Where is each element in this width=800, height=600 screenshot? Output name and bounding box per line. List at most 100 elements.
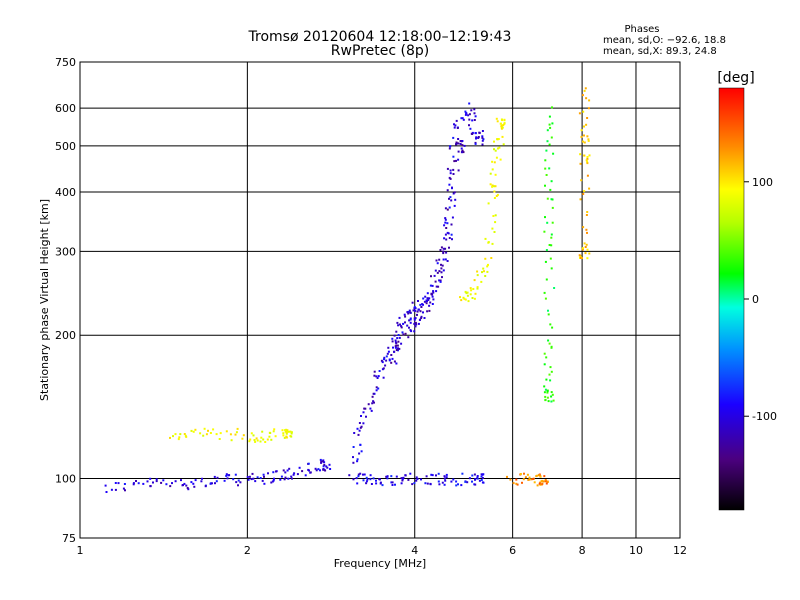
data-point	[455, 119, 458, 122]
data-point	[397, 334, 400, 336]
data-point	[446, 260, 449, 262]
data-point	[236, 427, 239, 430]
data-point	[532, 477, 535, 480]
data-point	[216, 476, 219, 479]
data-point	[549, 323, 552, 326]
data-point	[353, 432, 356, 434]
data-point	[448, 246, 450, 249]
data-point	[581, 248, 584, 251]
data-point	[494, 185, 497, 188]
data-point	[392, 346, 394, 349]
data-point	[434, 269, 437, 272]
data-point	[487, 202, 490, 205]
data-point	[544, 167, 547, 170]
data-point	[404, 315, 407, 318]
data-point	[546, 140, 549, 143]
data-point	[408, 309, 411, 312]
data-point	[434, 280, 437, 283]
data-point	[211, 482, 213, 485]
data-point	[169, 485, 172, 488]
data-point	[419, 303, 422, 306]
data-point	[464, 290, 467, 293]
data-point	[290, 431, 293, 434]
data-point	[448, 147, 451, 150]
data-point	[413, 330, 416, 333]
data-point	[544, 388, 547, 391]
data-point	[490, 257, 493, 259]
data-point	[251, 472, 254, 475]
data-point	[117, 482, 120, 485]
data-point	[500, 127, 503, 130]
data-points	[104, 87, 591, 493]
data-point	[549, 188, 552, 191]
data-point	[471, 480, 473, 483]
data-point	[443, 477, 446, 480]
data-point	[455, 141, 458, 144]
y-tick-label: 400	[55, 186, 76, 199]
data-point	[381, 368, 384, 371]
data-point	[360, 450, 363, 453]
chart-title: Tromsø 20120604 12:18:00–12:19:43	[248, 29, 512, 45]
data-point	[445, 476, 448, 479]
data-point	[393, 350, 395, 353]
data-point	[190, 481, 193, 484]
data-point	[431, 474, 434, 477]
data-point	[298, 466, 301, 469]
data-point	[375, 375, 378, 378]
data-point	[262, 438, 265, 441]
data-point	[473, 473, 476, 476]
data-point	[455, 484, 458, 487]
data-point	[426, 292, 429, 295]
data-point	[226, 477, 229, 480]
data-point	[105, 491, 108, 493]
data-point	[179, 433, 182, 436]
data-point	[478, 131, 481, 134]
data-point	[362, 411, 365, 414]
data-point	[459, 296, 461, 299]
data-point	[362, 479, 365, 482]
data-point	[481, 136, 484, 139]
data-point	[549, 126, 552, 129]
data-point	[461, 140, 464, 142]
data-point	[359, 426, 362, 429]
data-point	[550, 244, 553, 247]
data-point	[461, 472, 464, 475]
data-point	[387, 350, 390, 353]
data-point	[550, 233, 553, 236]
data-point	[356, 458, 359, 461]
data-point	[292, 473, 295, 476]
data-point	[549, 366, 552, 369]
data-point	[290, 432, 293, 435]
data-point	[521, 481, 523, 484]
data-point	[328, 463, 331, 466]
data-point	[586, 211, 589, 213]
data-point	[413, 306, 416, 308]
data-point	[365, 480, 368, 483]
data-point	[499, 158, 502, 161]
data-point	[582, 193, 585, 195]
data-point	[256, 476, 259, 479]
data-point	[414, 307, 417, 310]
data-point	[416, 310, 419, 313]
data-point	[587, 107, 590, 110]
data-point	[407, 478, 410, 481]
data-point	[270, 438, 273, 441]
data-point	[460, 299, 463, 302]
data-point	[444, 247, 447, 250]
data-point	[230, 439, 233, 442]
data-point	[495, 156, 498, 159]
data-point	[409, 317, 412, 320]
data-point	[137, 482, 140, 485]
data-point	[536, 474, 539, 477]
data-point	[390, 481, 393, 484]
data-point	[527, 478, 530, 481]
data-point	[174, 480, 177, 483]
data-point	[390, 361, 393, 364]
data-point	[267, 472, 269, 475]
data-point	[378, 478, 381, 481]
data-point	[453, 204, 456, 207]
data-point	[142, 482, 145, 485]
data-point	[484, 275, 487, 277]
data-point	[544, 297, 547, 300]
